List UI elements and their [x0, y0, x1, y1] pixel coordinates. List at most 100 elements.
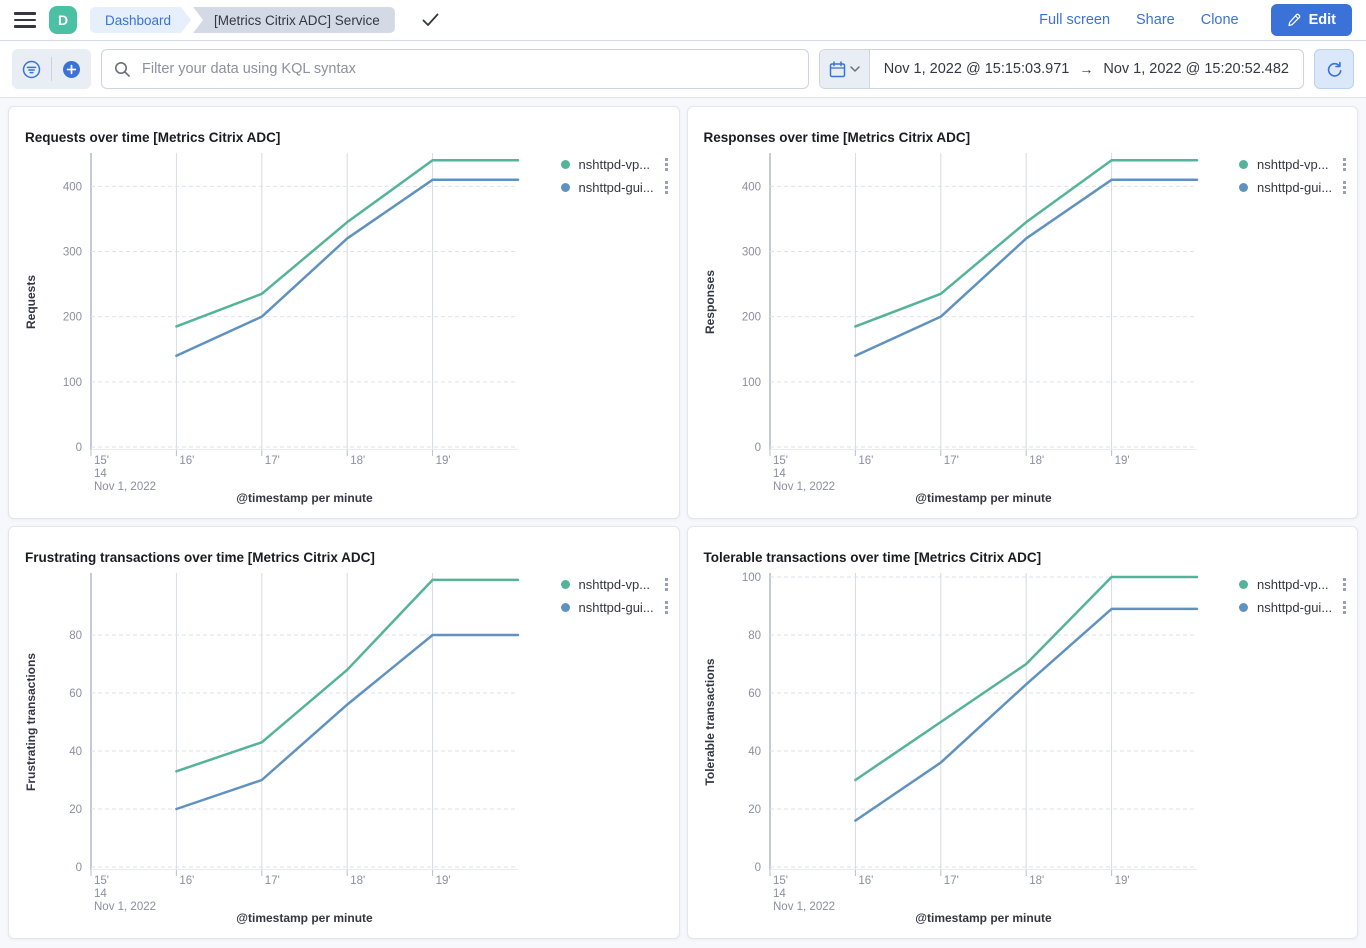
legend-label[interactable]: nshttpd-vp... — [1257, 576, 1329, 592]
svg-text:100: 100 — [741, 377, 760, 389]
breadcrumb-current-page[interactable]: [Metrics Citrix ADC] Service — [193, 7, 395, 33]
svg-text:16': 16' — [858, 455, 873, 467]
refresh-button[interactable] — [1314, 49, 1354, 89]
series-dot-blue — [560, 602, 570, 612]
svg-text:60: 60 — [69, 688, 82, 700]
svg-text:17': 17' — [265, 455, 280, 467]
breadcrumb: Dashboard [Metrics Citrix ADC] Service — [90, 7, 395, 33]
svg-text:Nov 1, 2022: Nov 1, 2022 — [94, 901, 156, 913]
legend-menu-icon[interactable] — [1341, 599, 1348, 616]
calendar-menu-button[interactable] — [819, 50, 870, 88]
legend-label[interactable]: nshttpd-gui... — [1257, 599, 1333, 615]
legend-menu-icon[interactable] — [1341, 576, 1348, 593]
legend-label[interactable]: nshttpd-vp... — [578, 156, 651, 172]
panel-responses: Responses over time [Metrics Citrix ADC]… — [686, 106, 1358, 519]
legend-menu-icon[interactable] — [1341, 156, 1348, 173]
svg-text:18': 18' — [350, 875, 365, 887]
svg-text:100: 100 — [63, 377, 82, 389]
dashboard-grid: Requests over time [Metrics Citrix ADC] … — [0, 98, 1366, 947]
legend-menu-icon[interactable] — [663, 179, 670, 196]
panel-title: Responses over time [Metrics Citrix ADC] — [703, 129, 971, 145]
check-icon — [422, 13, 439, 27]
svg-text:15': 15' — [94, 875, 109, 887]
svg-text:18': 18' — [1029, 875, 1044, 887]
svg-text:19': 19' — [436, 455, 451, 467]
edit-button[interactable]: Edit — [1270, 4, 1352, 36]
query-toolbar: Nov 1, 2022 @ 15:15:03.971 → Nov 1, 2022… — [0, 41, 1366, 98]
svg-text:20: 20 — [748, 804, 761, 816]
full-screen-link[interactable]: Full screen — [1039, 12, 1111, 28]
svg-text:19': 19' — [1114, 455, 1129, 467]
clone-link[interactable]: Clone — [1200, 12, 1239, 28]
breadcrumb-dashboard[interactable]: Dashboard — [90, 7, 191, 33]
panel-title: Tolerable transactions over time [Metric… — [703, 549, 1042, 565]
svg-text:40: 40 — [69, 746, 82, 758]
space-avatar[interactable]: D — [49, 6, 77, 34]
legend-item: nshttpd-vp... — [560, 575, 670, 593]
svg-text:14: 14 — [94, 888, 107, 900]
svg-text:18': 18' — [1029, 455, 1044, 467]
svg-text:Nov 1, 2022: Nov 1, 2022 — [773, 901, 835, 913]
svg-text:400: 400 — [741, 181, 760, 193]
search-icon — [114, 61, 131, 78]
svg-text:0: 0 — [76, 442, 82, 454]
svg-text:17': 17' — [943, 875, 958, 887]
share-link[interactable]: Share — [1136, 12, 1175, 28]
menu-icon[interactable] — [14, 12, 36, 28]
svg-text:16': 16' — [179, 455, 194, 467]
date-end[interactable]: Nov 1, 2022 @ 15:20:52.482 — [1103, 61, 1289, 77]
svg-text:Requests: Requests — [24, 275, 38, 329]
filter-circle-icon — [22, 60, 41, 79]
legend-item: nshttpd-gui... — [560, 598, 670, 616]
svg-text:15': 15' — [94, 455, 109, 467]
kql-search-input[interactable] — [140, 60, 796, 78]
legend-label[interactable]: nshttpd-gui... — [1257, 179, 1333, 195]
legend-label[interactable]: nshttpd-vp... — [1257, 156, 1329, 172]
legend: nshttpd-vp... nshttpd-gui... — [560, 155, 670, 196]
legend-label[interactable]: nshttpd-gui... — [578, 599, 654, 615]
panel-tolerable-transactions: Tolerable transactions over time [Metric… — [686, 526, 1358, 939]
svg-text:40: 40 — [748, 746, 761, 758]
svg-text:@timestamp per minute: @timestamp per minute — [236, 911, 373, 925]
series-dot-blue — [560, 182, 570, 192]
refresh-icon — [1326, 61, 1343, 78]
legend-menu-icon[interactable] — [663, 156, 670, 173]
svg-text:15': 15' — [773, 455, 788, 467]
svg-text:Responses: Responses — [703, 270, 717, 334]
legend-label[interactable]: nshttpd-gui... — [578, 179, 654, 195]
svg-text:14: 14 — [94, 468, 107, 480]
svg-text:60: 60 — [748, 688, 761, 700]
svg-text:Frustrating transactions: Frustrating transactions — [24, 653, 38, 791]
saved-query-button[interactable] — [12, 49, 51, 89]
legend-menu-icon[interactable] — [663, 599, 670, 616]
toolbar-divider — [51, 57, 52, 81]
arrow-right-icon: → — [1079, 61, 1094, 77]
chevron-down-icon — [849, 66, 860, 72]
svg-text:300: 300 — [741, 246, 760, 258]
svg-text:300: 300 — [63, 246, 82, 258]
svg-text:80: 80 — [748, 630, 761, 642]
panel-frustrating-transactions: Frustrating transactions over time [Metr… — [8, 526, 680, 939]
svg-text:14: 14 — [773, 468, 786, 480]
series-dot-blue — [1239, 182, 1248, 192]
svg-text:Nov 1, 2022: Nov 1, 2022 — [94, 481, 156, 493]
series-dot-green — [1239, 579, 1248, 589]
legend-menu-icon[interactable] — [663, 576, 670, 593]
add-filter-button[interactable] — [52, 49, 91, 89]
legend: nshttpd-vp... nshttpd-gui... — [1239, 575, 1348, 616]
svg-text:15': 15' — [773, 875, 788, 887]
svg-text:18': 18' — [350, 455, 365, 467]
pencil-icon — [1287, 13, 1301, 27]
legend-label[interactable]: nshttpd-vp... — [578, 576, 651, 592]
series-dot-green — [560, 579, 570, 589]
date-start[interactable]: Nov 1, 2022 @ 15:15:03.971 — [883, 61, 1070, 77]
svg-text:200: 200 — [741, 312, 760, 324]
legend-item: nshttpd-gui... — [560, 178, 670, 196]
series-dot-green — [1239, 159, 1248, 169]
legend-menu-icon[interactable] — [1341, 179, 1348, 196]
kql-search-bar — [101, 49, 809, 89]
legend-item: nshttpd-gui... — [1239, 598, 1348, 616]
